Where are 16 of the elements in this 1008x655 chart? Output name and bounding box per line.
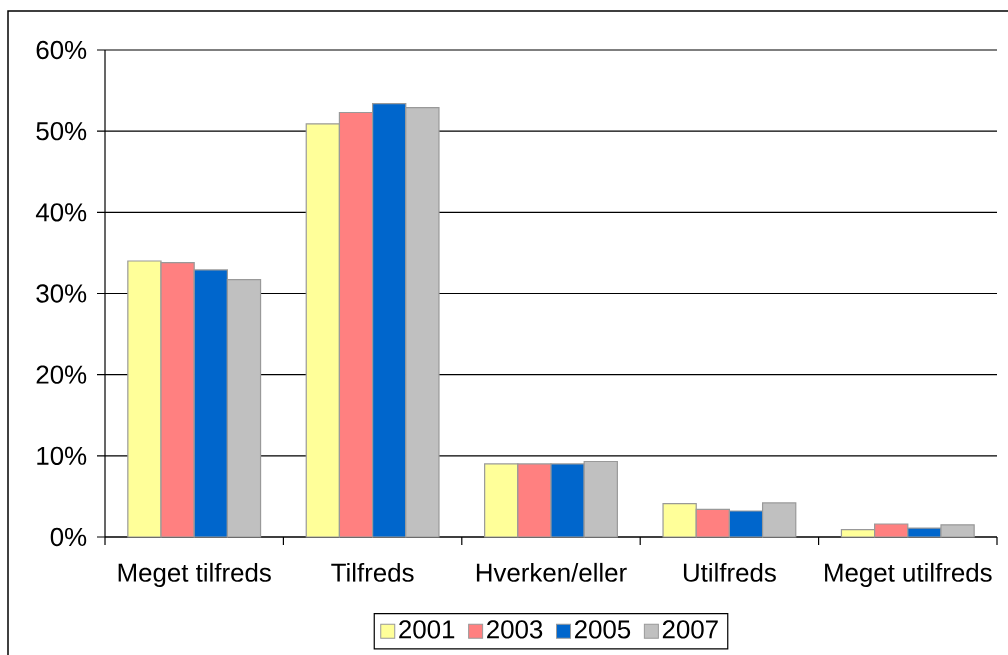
y-tick-label: 40% (35, 203, 87, 222)
x-tick-label: Tilfreds (331, 562, 414, 582)
legend-label: 2001 (399, 620, 455, 639)
x-tick-label: Utilfreds (683, 562, 776, 582)
legend-label: 2003 (487, 620, 543, 639)
y-tick-label: 30% (36, 284, 87, 303)
y-tick-label: 20% (36, 365, 87, 384)
y-tick-label: 10% (37, 446, 87, 465)
legend-label: 2005 (574, 620, 631, 639)
legend-label: 2007 (662, 620, 718, 639)
y-tick-label: 0% (50, 527, 87, 547)
x-tick-label: Hverken/eller (476, 562, 627, 582)
y-tick-label: 60% (36, 40, 87, 60)
x-tick-label: Meget utilfreds (825, 562, 992, 587)
y-tick-label: 50% (36, 121, 87, 141)
x-tick-label: Meget tilfreds (118, 562, 271, 587)
